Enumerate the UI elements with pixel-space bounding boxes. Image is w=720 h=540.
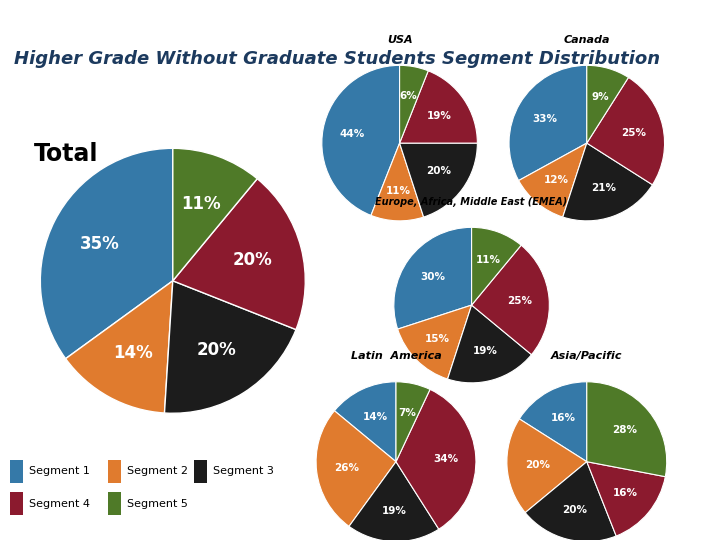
Wedge shape: [400, 65, 428, 143]
Text: 11%: 11%: [386, 186, 410, 196]
Text: Segment 1: Segment 1: [29, 467, 90, 476]
Wedge shape: [173, 148, 257, 281]
Wedge shape: [525, 462, 616, 540]
Text: 28%: 28%: [613, 425, 637, 435]
Text: 11%: 11%: [181, 194, 220, 213]
Text: Segment 5: Segment 5: [127, 499, 188, 509]
Title: Asia/Pacific: Asia/Pacific: [551, 351, 623, 361]
Wedge shape: [472, 227, 521, 305]
Text: 6%: 6%: [400, 91, 418, 101]
Text: 21%: 21%: [590, 184, 616, 193]
FancyBboxPatch shape: [10, 460, 23, 483]
Wedge shape: [394, 227, 472, 329]
Wedge shape: [396, 382, 430, 462]
Text: 20%: 20%: [426, 166, 451, 177]
Wedge shape: [66, 281, 173, 413]
Wedge shape: [396, 389, 476, 529]
Text: 14%: 14%: [362, 412, 387, 422]
Wedge shape: [334, 382, 396, 462]
Text: 16%: 16%: [613, 488, 637, 498]
Text: 20%: 20%: [233, 252, 272, 269]
Wedge shape: [563, 143, 652, 221]
Text: Segment 2: Segment 2: [127, 467, 188, 476]
Wedge shape: [518, 143, 587, 217]
Title: Europe, Africa, Middle East (EMEA): Europe, Africa, Middle East (EMEA): [375, 197, 568, 207]
Wedge shape: [371, 143, 423, 221]
Text: 30%: 30%: [420, 272, 445, 282]
Wedge shape: [587, 77, 665, 185]
Wedge shape: [40, 148, 173, 359]
Wedge shape: [400, 71, 477, 143]
Text: 7%: 7%: [398, 408, 415, 418]
Wedge shape: [164, 281, 296, 413]
Text: 19%: 19%: [382, 506, 407, 516]
Text: 35%: 35%: [80, 234, 120, 253]
Wedge shape: [587, 65, 629, 143]
Wedge shape: [316, 411, 396, 526]
Text: Segment 3: Segment 3: [213, 467, 274, 476]
Text: 12%: 12%: [544, 176, 569, 185]
Text: 19%: 19%: [427, 111, 452, 121]
Text: Higher Grade Without Graduate Students Segment Distribution: Higher Grade Without Graduate Students S…: [14, 50, 660, 69]
Text: 33%: 33%: [533, 113, 558, 124]
FancyBboxPatch shape: [108, 492, 121, 515]
Title: USA: USA: [387, 35, 413, 45]
Wedge shape: [173, 179, 305, 329]
Text: 20%: 20%: [525, 460, 550, 470]
Text: 20%: 20%: [197, 341, 237, 359]
Wedge shape: [509, 65, 587, 180]
Text: Segment 4: Segment 4: [29, 499, 90, 509]
Text: 9%: 9%: [591, 92, 609, 102]
Text: 15%: 15%: [425, 334, 450, 344]
Wedge shape: [397, 305, 472, 379]
Wedge shape: [587, 462, 665, 536]
Wedge shape: [448, 305, 531, 383]
Title: Latin  America: Latin America: [351, 351, 441, 361]
Wedge shape: [472, 245, 549, 355]
Text: 26%: 26%: [334, 463, 359, 473]
FancyBboxPatch shape: [108, 460, 121, 483]
Title: Canada: Canada: [564, 35, 610, 45]
Text: 19%: 19%: [472, 346, 498, 356]
Text: 34%: 34%: [433, 454, 458, 463]
Wedge shape: [519, 382, 587, 462]
Wedge shape: [587, 382, 667, 477]
Wedge shape: [400, 143, 477, 217]
Text: 20%: 20%: [562, 505, 587, 515]
Text: 25%: 25%: [621, 127, 647, 138]
FancyBboxPatch shape: [194, 460, 207, 483]
Text: 44%: 44%: [340, 129, 365, 139]
Text: Total: Total: [34, 141, 98, 166]
FancyBboxPatch shape: [10, 492, 23, 515]
Wedge shape: [322, 65, 400, 215]
Text: 14%: 14%: [113, 344, 153, 362]
Wedge shape: [349, 462, 438, 540]
Text: 25%: 25%: [507, 295, 532, 306]
Wedge shape: [507, 419, 587, 512]
Text: 16%: 16%: [550, 413, 575, 423]
Text: 11%: 11%: [475, 255, 500, 265]
